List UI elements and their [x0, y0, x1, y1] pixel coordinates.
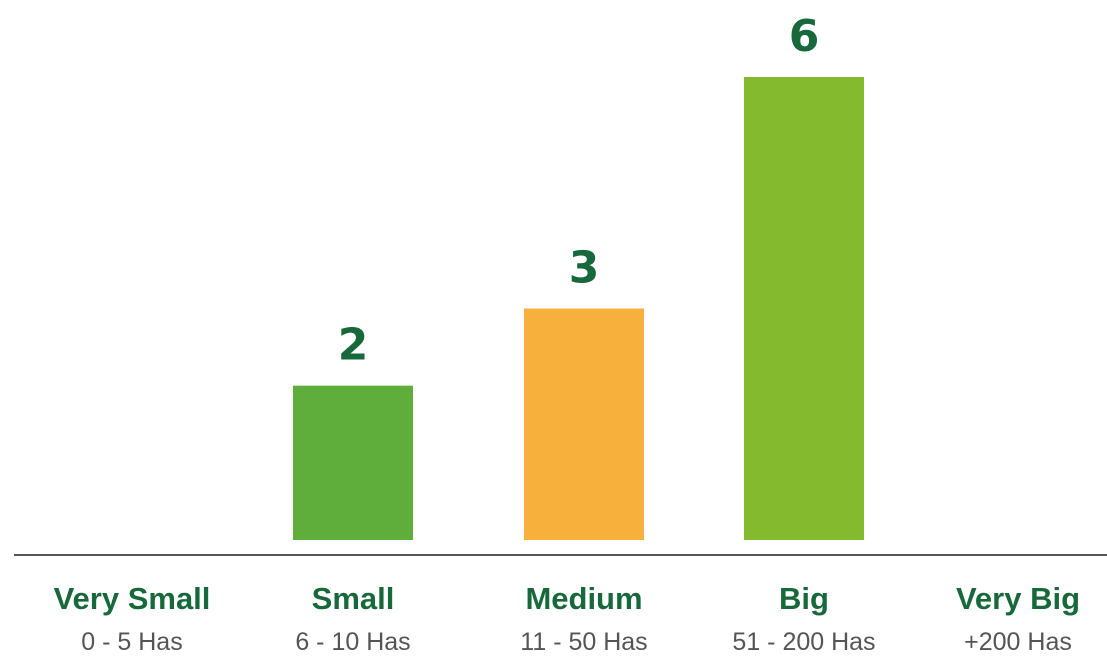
category-range-labels-group: 0 - 5 Has 6 - 10 Has 11 - 50 Has 51 - 200 H… [81, 628, 1072, 656]
category-range-medium: 11 - 50 Has [520, 628, 647, 656]
data-labels-group: 2 3 6 [338, 11, 820, 371]
bar-small [293, 385, 413, 540]
category-range-very-big: +200 Has [964, 628, 1072, 656]
category-label-big: Big [779, 581, 829, 616]
category-range-big: 51 - 200 Has [732, 628, 875, 656]
data-label-medium: 3 [569, 243, 600, 294]
category-label-very-small: Very Small [54, 581, 211, 616]
data-label-big: 6 [789, 11, 820, 62]
category-labels-group: Very Small Small Medium Big Very Big [54, 581, 1080, 616]
category-label-very-big: Very Big [956, 581, 1080, 616]
category-range-very-small: 0 - 5 Has [81, 628, 182, 656]
data-label-small: 2 [338, 320, 369, 371]
category-label-small: Small [312, 581, 395, 616]
bar-medium [524, 308, 644, 540]
bar-big [744, 77, 864, 540]
category-label-medium: Medium [525, 581, 642, 616]
bars-group [293, 77, 864, 540]
category-range-small: 6 - 10 Has [295, 628, 410, 656]
